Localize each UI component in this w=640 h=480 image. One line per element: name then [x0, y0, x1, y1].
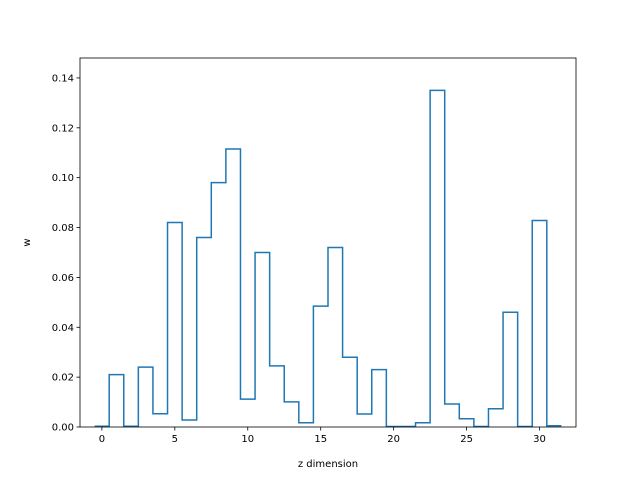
- x-tick-label: 25: [460, 434, 473, 445]
- x-tick-label: 5: [172, 434, 178, 445]
- axes-frame: [79, 57, 577, 428]
- y-tick-label: 0.06: [52, 273, 74, 284]
- x-axis-label: z dimension: [298, 459, 358, 470]
- x-tick-label: 30: [533, 434, 546, 445]
- series-step-line: [94, 89, 562, 428]
- axis-ticks: 0 5 10 15 20 25 30 0.00 0.02 0.04 0.06 0.08 0.10 0.12…: [52, 73, 546, 445]
- y-tick-label: 0.08: [52, 223, 74, 234]
- y-tick-label: 0.14: [52, 73, 74, 84]
- y-tick-label: 0.00: [52, 423, 74, 434]
- x-tick-label: 10: [241, 434, 254, 445]
- y-tick-label: 0.02: [52, 373, 74, 384]
- x-tick-label: 0: [99, 434, 105, 445]
- plot-area: [79, 57, 577, 428]
- y-axis-label: w: [22, 238, 33, 246]
- x-tick-label: 15: [314, 434, 327, 445]
- y-tick-label: 0.10: [52, 173, 74, 184]
- y-tick-label: 0.12: [52, 123, 74, 134]
- y-tick-label: 0.04: [52, 323, 74, 334]
- x-tick-label: 20: [387, 434, 400, 445]
